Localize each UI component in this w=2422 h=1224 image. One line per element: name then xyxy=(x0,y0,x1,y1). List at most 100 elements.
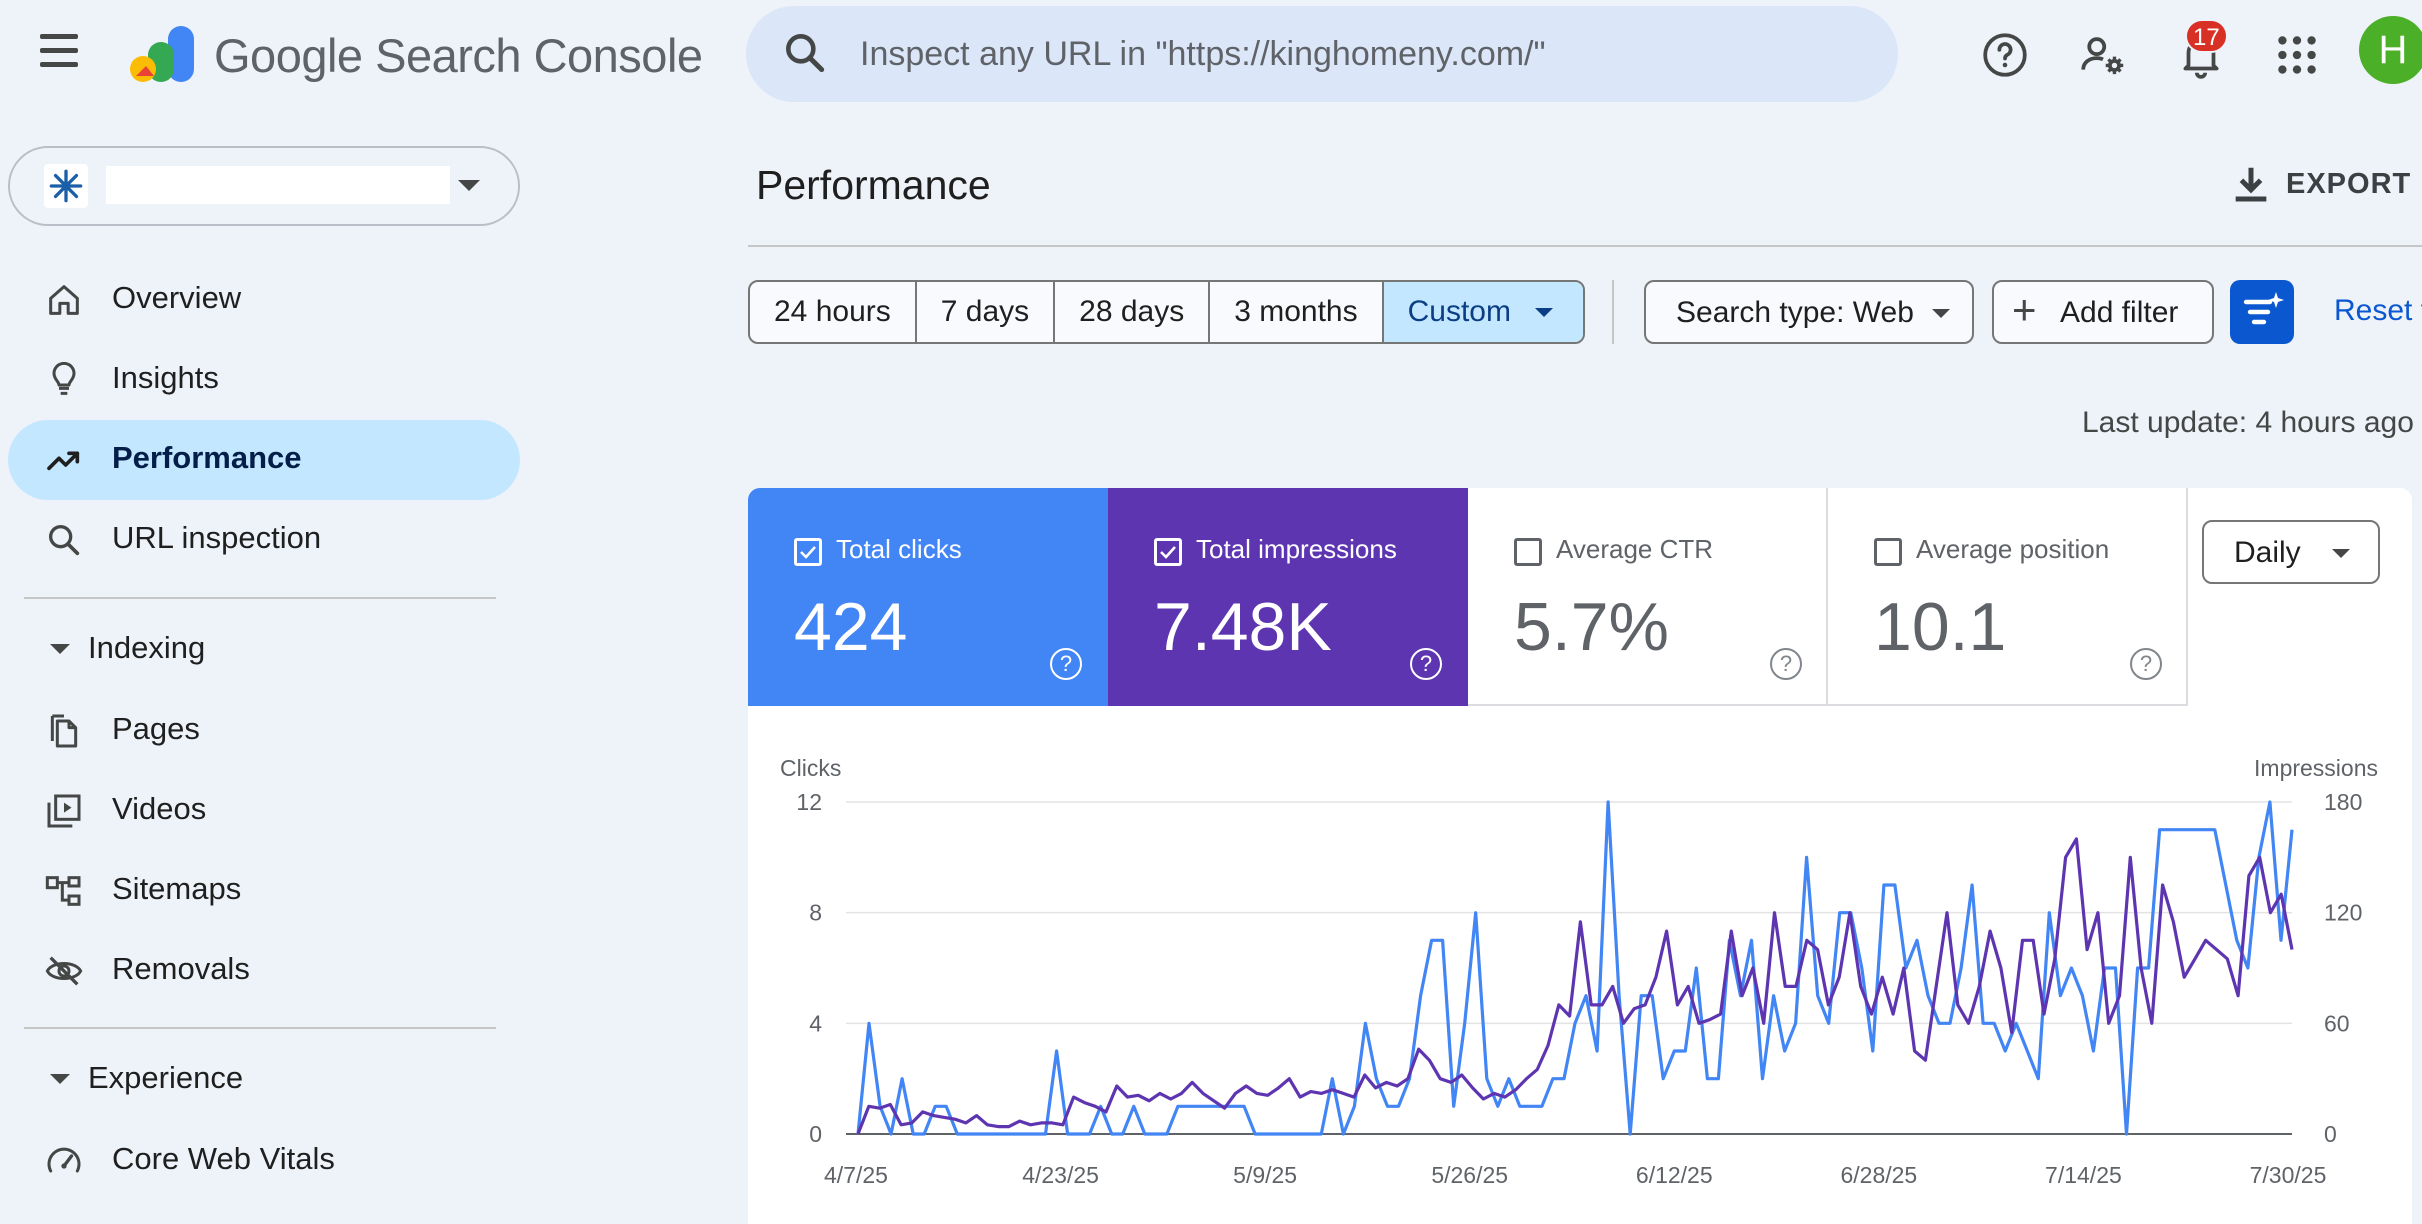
x-tick: 6/28/25 xyxy=(1840,1162,1917,1188)
url-inspect-input[interactable] xyxy=(860,26,1860,82)
metric-card-total-impressions[interactable]: Total impressions 7.48K ? xyxy=(1108,488,1468,706)
search-type-dropdown[interactable]: Search type: Web xyxy=(1644,280,1974,344)
range-3-months-button[interactable]: 3 months xyxy=(1210,282,1384,342)
search-icon xyxy=(49,525,80,556)
plus-icon: + xyxy=(2012,286,2037,333)
metric-value: 424 xyxy=(794,589,908,665)
x-tick: 7/14/25 xyxy=(2045,1162,2122,1188)
y-tick-left: 4 xyxy=(809,1010,822,1036)
sidebar-item-videos[interactable]: Videos xyxy=(8,771,520,851)
app-title: Google Search Console xyxy=(214,29,703,82)
sidebar-item-overview[interactable]: Overview xyxy=(8,260,520,340)
home-icon xyxy=(49,285,79,315)
notifications-count-badge: 17 xyxy=(2185,19,2228,53)
metric-name: Total clicks xyxy=(836,534,962,564)
checkbox-checked-icon[interactable] xyxy=(1154,538,1182,566)
help-circle-icon[interactable]: ? xyxy=(1050,648,1082,680)
sidebar-item-label: Core Web Vitals xyxy=(112,1141,335,1176)
range-24-hours-button[interactable]: 24 hours xyxy=(750,282,917,342)
metric-card-average-position[interactable]: Average position 10.1 ? xyxy=(1828,488,2188,706)
speedometer-icon xyxy=(47,1147,81,1173)
series-line-impressions xyxy=(856,837,2294,1135)
sidebar-item-sitemaps[interactable]: Sitemaps xyxy=(8,851,520,931)
export-button[interactable]: EXPORT xyxy=(2218,156,2422,226)
lightbulb-icon xyxy=(52,361,76,395)
y-axis-left-title: Clicks xyxy=(780,755,841,781)
page-title: Performance xyxy=(756,162,991,208)
sidebar-divider xyxy=(24,1027,496,1029)
sidebar-item-url-inspection[interactable]: URL inspection xyxy=(8,500,520,580)
checkbox-unchecked-icon[interactable] xyxy=(1514,538,1542,566)
granularity-label: Daily xyxy=(2234,536,2301,569)
granularity-dropdown[interactable]: Daily xyxy=(2202,520,2380,584)
apps-grid-icon[interactable] xyxy=(2272,30,2322,80)
last-update-text: Last update: 4 hours ago xyxy=(2082,406,2414,439)
help-circle-icon[interactable]: ? xyxy=(1410,648,1442,680)
x-tick: 4/7/25 xyxy=(824,1162,888,1188)
caret-down-icon xyxy=(50,1074,70,1084)
add-filter-label: Add filter xyxy=(2060,296,2179,329)
trending-up-icon xyxy=(47,451,80,471)
sidebar-item-label: Removals xyxy=(112,951,250,986)
user-settings-icon[interactable] xyxy=(2078,30,2128,80)
filter-sparkle-button[interactable] xyxy=(2230,280,2294,344)
series-line-clicks xyxy=(856,800,2294,1136)
filter-separator xyxy=(1612,280,1614,344)
sidebar-item-removals[interactable]: Removals xyxy=(8,931,520,1011)
search-type-label: Search type: Web xyxy=(1676,296,1914,329)
download-icon xyxy=(2235,167,2267,202)
date-range-toggle[interactable]: 24 hours 7 days 28 days 3 months Custom xyxy=(748,280,1585,344)
property-name-redacted xyxy=(106,166,450,204)
checkbox-unchecked-icon[interactable] xyxy=(1874,538,1902,566)
search-icon[interactable] xyxy=(780,28,830,78)
metric-name: Total impressions xyxy=(1196,534,1397,564)
metric-card-average-ctr[interactable]: Average CTR 5.7% ? xyxy=(1468,488,1828,706)
x-tick: 5/26/25 xyxy=(1431,1162,1508,1188)
add-filter-button[interactable]: + Add filter xyxy=(1992,280,2214,344)
reset-filters-link[interactable]: Reset f xyxy=(2334,294,2422,327)
sidebar-item-pages[interactable]: Pages xyxy=(8,691,520,771)
x-tick: 5/9/25 xyxy=(1233,1162,1297,1188)
section-label: Experience xyxy=(88,1060,244,1095)
sidebar-divider xyxy=(24,597,496,599)
sidebar-item-label: Videos xyxy=(112,791,207,826)
account-avatar[interactable]: H xyxy=(2359,16,2422,84)
sidebar-item-core-web-vitals[interactable]: Core Web Vitals xyxy=(8,1121,520,1201)
sidebar-item-performance[interactable]: Performance xyxy=(8,420,520,500)
checkbox-checked-icon[interactable] xyxy=(794,538,822,566)
metric-card-total-clicks[interactable]: Total clicks 424 ? xyxy=(748,488,1108,706)
metric-value: 5.7% xyxy=(1514,589,1669,665)
sidebar-item-insights[interactable]: Insights xyxy=(8,340,520,420)
eye-off-icon xyxy=(45,956,83,986)
y-tick-right: 180 xyxy=(2324,789,2362,815)
title-divider xyxy=(748,245,2422,247)
chevron-down-icon xyxy=(2332,549,2350,558)
sidebar-item-label: Performance xyxy=(112,440,302,475)
section-label: Indexing xyxy=(88,630,206,665)
y-tick-left: 12 xyxy=(796,789,822,815)
x-tick: 7/30/25 xyxy=(2250,1162,2327,1188)
search-console-logo-icon xyxy=(126,22,198,90)
help-icon[interactable] xyxy=(1980,30,2030,80)
range-28-days-button[interactable]: 28 days xyxy=(1055,282,1211,342)
help-circle-icon[interactable]: ? xyxy=(1770,648,1802,680)
y-tick-right: 120 xyxy=(2324,900,2362,926)
metric-name: Average CTR xyxy=(1556,534,1714,564)
y-tick-left: 0 xyxy=(809,1121,822,1147)
y-tick-right: 0 xyxy=(2324,1121,2337,1147)
video-icon xyxy=(47,794,81,828)
range-7-days-button[interactable]: 7 days xyxy=(917,282,1056,342)
sidebar-item-label: Insights xyxy=(112,360,219,395)
x-tick: 4/23/25 xyxy=(1022,1162,1099,1188)
caret-down-icon xyxy=(50,644,70,654)
metric-value: 10.1 xyxy=(1874,589,2007,665)
sidebar-item-label: Overview xyxy=(112,280,242,315)
metric-name: Average position xyxy=(1916,534,2110,564)
range-custom-button[interactable]: Custom xyxy=(1383,282,1583,342)
help-circle-icon[interactable]: ? xyxy=(2130,648,2162,680)
filter-sparkle-icon xyxy=(2243,292,2284,325)
pages-icon xyxy=(50,714,78,748)
main-menu-button[interactable] xyxy=(40,34,90,74)
x-tick: 6/12/25 xyxy=(1636,1162,1713,1188)
